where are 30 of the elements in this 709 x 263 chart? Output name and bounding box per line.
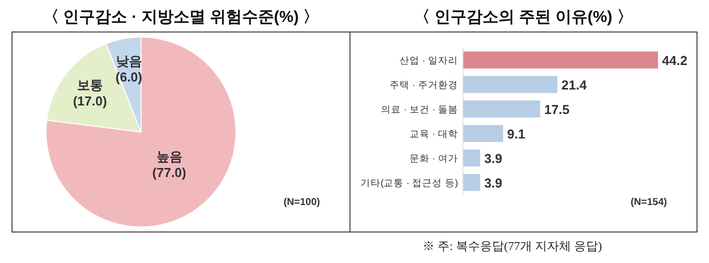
bar [463,100,540,118]
text: ※ 주: 복수응답(77개 지자체 응답) [422,239,602,253]
data-label: (6.0) [116,70,142,85]
y-tick-label: 교육 · 대학 [410,129,458,140]
slice-label: 낮음 [116,54,142,69]
bar [463,76,558,93]
y-tick-label: 의료 · 보건 · 돌봄 [381,104,458,116]
text: (N=154) [630,197,667,208]
chart-title: 〈 인구감소의 주된 이유(%) 〉 [414,8,633,26]
data-label: 9.1 [507,126,526,142]
slice-label: 높음 [156,149,182,164]
bar [463,52,658,68]
text: (N=100) [284,197,320,208]
pie-slice [46,36,236,228]
y-tick-label: 산업 · 일자리 [400,56,458,66]
y-tick-label: 기타(교통 · 접근성 등) [360,178,458,189]
data-label: (77.0) [152,165,186,180]
data-label: 3.9 [484,151,502,166]
bar [463,125,504,142]
data-label: 3.9 [484,176,502,190]
slice-label: 보통 [76,77,103,92]
y-tick-label: 문화 · 여가 [410,154,458,164]
data-label: 21.4 [561,78,588,92]
bar [463,174,480,191]
y-tick-label: 주택 · 주거환경 [390,80,458,91]
data-label: 17.5 [544,102,570,117]
bar [463,150,480,166]
chart-title: 〈 인구감소 · 지방소멸 위험수준(%) 〉 [42,8,320,26]
data-label: (17.0) [72,93,107,108]
data-label: 44.2 [662,53,688,68]
